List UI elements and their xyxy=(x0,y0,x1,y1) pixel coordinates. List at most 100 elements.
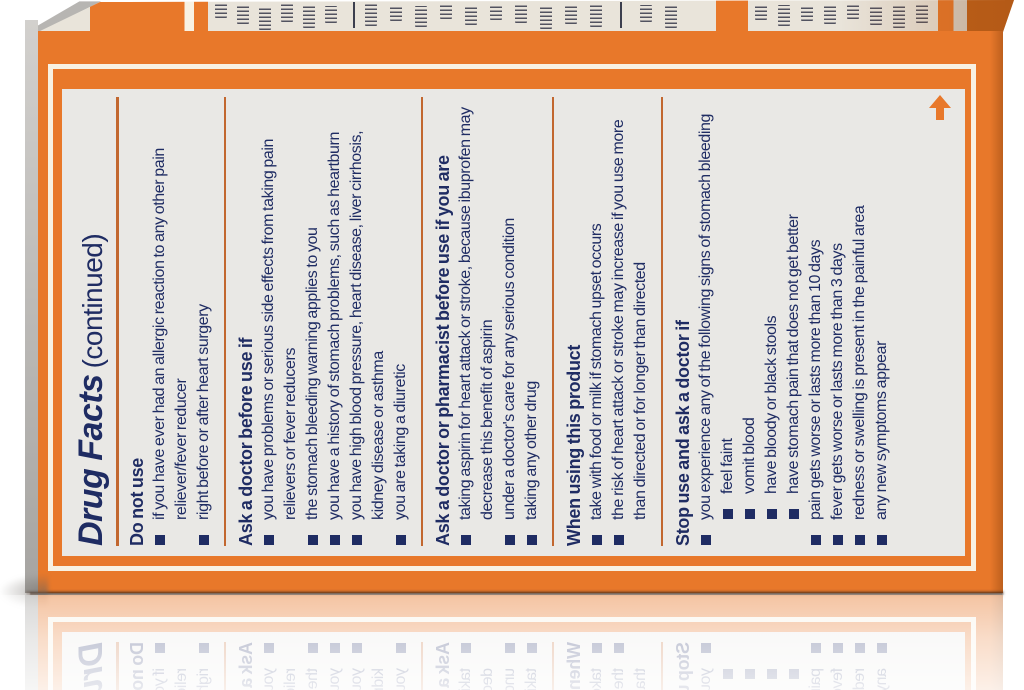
drug-facts-title: Drug Facts (continued) xyxy=(70,97,114,546)
bullet-item: pain gets worse or lasts more than 10 da… xyxy=(805,97,827,546)
bullet-icon xyxy=(723,509,733,519)
drug-facts-section: Ask a doctor or pharmacist before use if… xyxy=(432,97,543,546)
bullet-text: take with food or milk if stomach upset … xyxy=(588,223,605,520)
bullet-item: take with food or milk if stomach upset … xyxy=(586,97,608,546)
bullet-item: you have high blood pressure, heart dise… xyxy=(346,97,390,546)
bullet-icon xyxy=(877,535,887,545)
bullet-item: any new symptoms appear xyxy=(871,97,893,546)
bullet-icon xyxy=(614,535,624,545)
bullet-icon xyxy=(592,535,602,545)
bullet-icon xyxy=(308,535,318,545)
top-face-text-column xyxy=(259,6,271,30)
bullet-text: any new symptoms appear xyxy=(873,340,890,520)
bullet-item: have bloody or black stools xyxy=(761,97,783,546)
top-face-text-column xyxy=(325,6,337,23)
contact-shadow xyxy=(26,591,1004,598)
top-face-text-column xyxy=(465,5,477,25)
section-divider xyxy=(661,97,663,546)
bullet-text: the stomach bleeding warning applies to … xyxy=(304,227,321,520)
box-bottom-edge xyxy=(30,592,1003,595)
top-face-text-column xyxy=(893,4,905,28)
bullet-text: you have high blood pressure, heart dise… xyxy=(348,130,387,520)
top-face-divider xyxy=(353,2,355,28)
section-header: When using this product xyxy=(564,344,584,546)
bullet-icon xyxy=(352,535,362,545)
top-face-text-column xyxy=(303,5,315,28)
bullet-item: right before or after heart surgery xyxy=(193,97,215,546)
top-face-text-column xyxy=(590,4,602,27)
bullet-icon xyxy=(789,509,799,519)
bullet-item: fever gets worse or lasts more than 3 da… xyxy=(827,97,849,546)
top-face-orange-band xyxy=(90,0,208,32)
top-face-text-column xyxy=(440,4,452,19)
bullet-text: taking aspirin for heart attack or strok… xyxy=(457,107,496,520)
pinstripe-border xyxy=(48,64,976,571)
bullet-item: the stomach bleeding warning applies to … xyxy=(302,97,324,546)
top-face-text-column xyxy=(640,5,652,22)
top-face-text-column xyxy=(755,4,767,20)
bullet-item: have stomach pain that does not get bett… xyxy=(783,97,805,546)
title-divider xyxy=(116,97,119,546)
bullet-icon xyxy=(745,509,755,519)
bullet-icon xyxy=(396,535,406,545)
bullet-item: redness or swelling is present in the pa… xyxy=(849,97,871,546)
top-face-text-column xyxy=(916,5,928,23)
bullet-icon xyxy=(461,535,471,545)
section-header: Ask a doctor or pharmacist before use if… xyxy=(433,155,453,546)
bullet-icon xyxy=(199,535,209,545)
top-face-text-column xyxy=(390,5,402,21)
bullet-item: you experience any of the following sign… xyxy=(695,97,717,546)
bullet-icon xyxy=(767,509,777,519)
bullet-icon xyxy=(527,535,537,545)
section-divider xyxy=(224,97,226,546)
bullet-icon xyxy=(811,535,821,545)
bullet-item: you have a history of stomach problems, … xyxy=(324,97,346,546)
drug-facts-title-text: Drug Facts xyxy=(72,374,110,546)
bullet-text: fever gets worse or lasts more than 3 da… xyxy=(829,243,846,520)
top-face-text-column xyxy=(415,6,427,27)
bullet-item: vomit blood xyxy=(739,97,761,546)
bullet-text: pain gets worse or lasts more than 10 da… xyxy=(807,239,824,520)
continued-arrow-icon xyxy=(929,95,951,120)
top-face-shading xyxy=(38,0,1014,32)
top-face-text-column xyxy=(365,4,377,26)
bullet-text: vomit blood xyxy=(741,417,758,494)
bullet-icon xyxy=(833,535,843,545)
top-face-text-column xyxy=(870,6,882,25)
top-face-text-column xyxy=(847,5,859,19)
bullet-text: you are taking a diuretic xyxy=(392,364,409,520)
bullet-item: the risk of heart attack or stroke may i… xyxy=(608,97,652,546)
box-top-face xyxy=(38,0,1014,32)
top-face-text-column xyxy=(824,4,836,24)
bullet-item: taking aspirin for heart attack or strok… xyxy=(455,97,499,546)
bullet-text: taking any other drug xyxy=(523,381,540,520)
drug-facts-continued-text: (continued) xyxy=(77,233,108,369)
box-right-edge-shading xyxy=(990,31,1003,593)
top-face-text-column xyxy=(801,6,813,21)
top-face-orange-band xyxy=(938,0,1014,32)
bullet-item: if you have ever had an allergic reactio… xyxy=(149,97,193,546)
bullet-icon xyxy=(701,535,711,545)
top-face-text-column xyxy=(778,5,790,26)
bullet-icon xyxy=(855,535,865,545)
section-header: Do not use xyxy=(127,458,147,546)
bullet-icon xyxy=(264,535,274,545)
bullet-text: right before or after heart surgery xyxy=(195,304,212,520)
top-face-text-column xyxy=(490,6,502,20)
bullet-text: the risk of heart attack or stroke may i… xyxy=(610,119,649,520)
top-face-text-column xyxy=(565,6,577,24)
bullet-text: under a doctor's care for any serious co… xyxy=(501,218,518,520)
top-face-text-column xyxy=(665,6,677,28)
bullet-item: feel faint xyxy=(717,97,739,546)
box-left-side xyxy=(25,20,38,593)
bullet-text: redness or swelling is present in the pa… xyxy=(851,205,868,520)
top-face-text-column xyxy=(281,4,293,22)
bullet-item: you have problems or serious side effect… xyxy=(258,97,302,546)
